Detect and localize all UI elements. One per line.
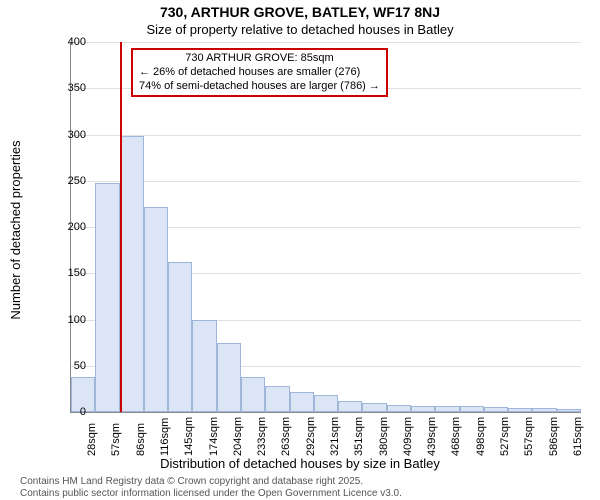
x-tick-label: 468sqm: [450, 417, 462, 456]
bar: [532, 408, 556, 412]
footer-line2: Contains public sector information licen…: [20, 488, 402, 499]
footer-line1: Contains HM Land Registry data © Crown c…: [20, 476, 363, 487]
bar: [144, 207, 168, 412]
x-tick-label: 116sqm: [159, 418, 171, 456]
x-tick-label: 351sqm: [353, 417, 365, 456]
bar: [484, 407, 508, 412]
y-tick-label: 0: [36, 406, 86, 418]
bar: [314, 395, 338, 412]
y-tick-label: 100: [36, 314, 86, 326]
x-tick-label: 557sqm: [523, 417, 535, 456]
bar: [241, 377, 265, 412]
x-tick-label: 380sqm: [378, 417, 390, 456]
x-tick-label: 233sqm: [256, 417, 268, 456]
bar: [435, 406, 459, 412]
x-tick-label: 292sqm: [305, 417, 317, 456]
chart-container: 730, ARTHUR GROVE, BATLEY, WF17 8NJ Size…: [0, 0, 600, 500]
x-tick-label: 439sqm: [426, 417, 438, 456]
y-axis-label: Number of detached properties: [8, 140, 23, 319]
bar: [411, 406, 435, 412]
bar: [265, 386, 289, 412]
x-tick-label: 498sqm: [475, 417, 487, 456]
annotation-box: 730 ARTHUR GROVE: 85sqm ← 26% of detache…: [131, 48, 388, 97]
bar: [95, 183, 119, 412]
y-tick-label: 200: [36, 221, 86, 233]
annotation-line1: 730 ARTHUR GROVE: 85sqm: [139, 52, 380, 66]
plot-area: 730 ARTHUR GROVE: 85sqm ← 26% of detache…: [70, 42, 581, 413]
x-tick-label: 527sqm: [499, 417, 511, 456]
bar: [120, 136, 144, 412]
y-tick-label: 150: [36, 267, 86, 279]
y-tick-label: 350: [36, 82, 86, 94]
x-tick-label: 263sqm: [280, 417, 292, 456]
bar: [217, 343, 241, 412]
x-tick-label: 145sqm: [183, 417, 195, 456]
x-tick-label: 57sqm: [110, 423, 122, 456]
bar: [460, 406, 484, 412]
y-tick-label: 50: [36, 360, 86, 372]
x-tick-label: 321sqm: [329, 417, 341, 456]
marker-line: [120, 42, 122, 412]
y-tick-label: 400: [36, 36, 86, 48]
x-tick-label: 204sqm: [232, 417, 244, 456]
x-tick-label: 586sqm: [548, 417, 560, 456]
gridline: [71, 181, 581, 182]
x-tick-label: 615sqm: [572, 417, 584, 456]
gridline: [71, 135, 581, 136]
bar: [557, 409, 581, 412]
y-tick-label: 300: [36, 129, 86, 141]
x-tick-label: 28sqm: [86, 423, 98, 456]
bar: [508, 408, 532, 412]
gridline: [71, 42, 581, 43]
x-tick-label: 409sqm: [402, 417, 414, 456]
bar: [338, 401, 362, 412]
bar: [362, 403, 386, 412]
x-axis-label: Distribution of detached houses by size …: [0, 456, 600, 471]
bar: [192, 320, 216, 413]
bar: [168, 262, 192, 412]
chart-subtitle: Size of property relative to detached ho…: [0, 22, 600, 37]
y-tick-label: 250: [36, 175, 86, 187]
x-tick-label: 174sqm: [208, 417, 220, 456]
bar: [290, 392, 314, 412]
chart-title: 730, ARTHUR GROVE, BATLEY, WF17 8NJ: [0, 4, 600, 20]
annotation-line2: ← 26% of detached houses are smaller (27…: [139, 66, 380, 80]
annotation-line3: 74% of semi-detached houses are larger (…: [139, 80, 380, 94]
x-tick-label: 86sqm: [135, 423, 147, 456]
bar: [387, 405, 411, 412]
